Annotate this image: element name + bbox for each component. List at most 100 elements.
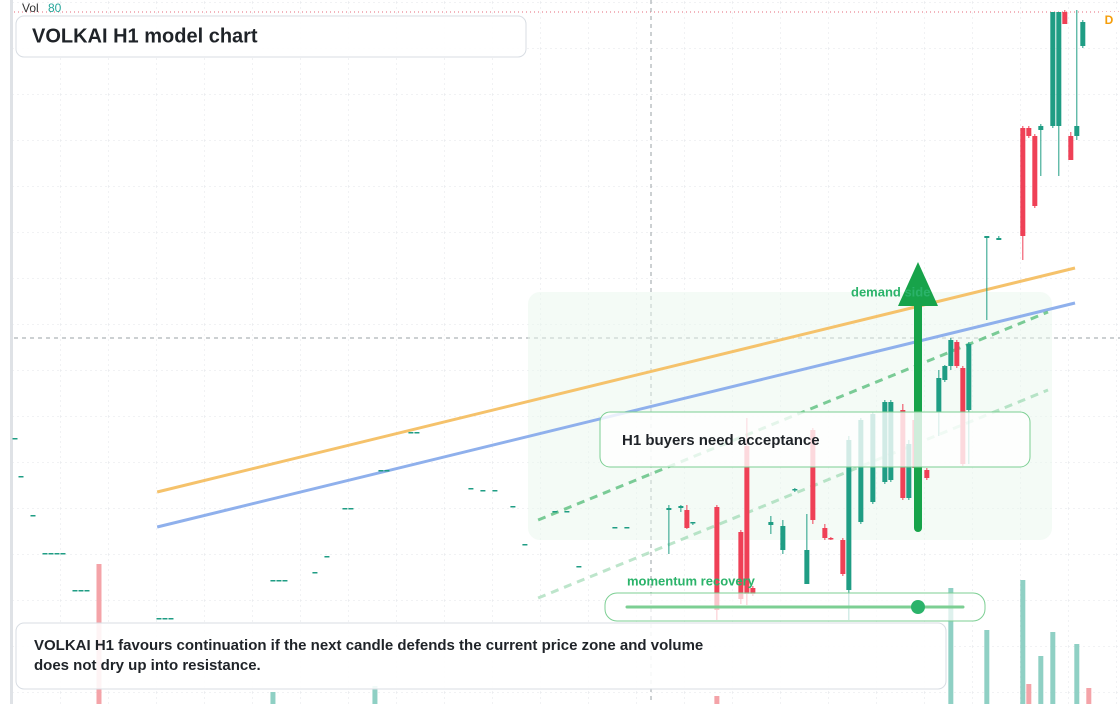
candle-body bbox=[552, 511, 558, 513]
candle-body bbox=[72, 590, 78, 592]
candle-body bbox=[510, 506, 516, 508]
candle-body bbox=[744, 446, 750, 594]
candle-body bbox=[1050, 12, 1056, 126]
volume-value: 80 bbox=[48, 1, 62, 15]
candle-body bbox=[378, 470, 384, 472]
candle-body bbox=[492, 490, 498, 492]
candle-body bbox=[162, 618, 168, 620]
volume-bar bbox=[1026, 684, 1032, 704]
callout-box bbox=[599, 411, 1031, 468]
volume-bar bbox=[1020, 580, 1026, 704]
candle-body bbox=[624, 527, 630, 529]
candle-body bbox=[684, 510, 690, 528]
candle-body bbox=[840, 540, 846, 574]
volume-label: Vol bbox=[22, 1, 39, 15]
candle-body bbox=[42, 553, 48, 555]
volume-bar bbox=[1050, 632, 1056, 704]
candle-body bbox=[276, 580, 282, 582]
candle-body bbox=[54, 553, 60, 555]
note-box bbox=[15, 622, 947, 690]
candle-body bbox=[468, 488, 474, 490]
candle-body bbox=[858, 420, 864, 522]
candle-body bbox=[954, 342, 960, 366]
candle-body bbox=[780, 526, 786, 550]
zone-label: demand side bbox=[851, 284, 930, 299]
candle-body bbox=[1026, 128, 1032, 136]
candle-body bbox=[690, 522, 696, 524]
candle-body bbox=[1062, 12, 1068, 24]
candle-body bbox=[768, 522, 774, 525]
candle-body bbox=[828, 538, 834, 540]
slider-label: momentum recovery bbox=[627, 573, 756, 588]
candle-body bbox=[822, 528, 828, 538]
candle-body bbox=[408, 432, 414, 434]
candle-body bbox=[810, 430, 816, 520]
candle-body bbox=[714, 507, 720, 610]
candle-body bbox=[1020, 128, 1026, 236]
title-box bbox=[15, 15, 527, 58]
candle-body bbox=[414, 432, 420, 434]
candle-body bbox=[384, 470, 390, 472]
candle-body bbox=[1032, 136, 1038, 206]
candle-body bbox=[792, 489, 798, 491]
candle-body bbox=[906, 444, 912, 498]
note-wrap: VOLKAI H1 favours continuation if the ne… bbox=[34, 637, 704, 674]
candle-body bbox=[324, 556, 330, 558]
candle-body bbox=[948, 340, 954, 366]
candle-body bbox=[342, 508, 348, 510]
candle-body bbox=[1080, 22, 1086, 46]
trend-line bbox=[537, 310, 1049, 522]
volume-bar bbox=[948, 588, 954, 704]
candle-body bbox=[678, 506, 684, 508]
candle-body bbox=[60, 553, 66, 555]
candle-body bbox=[984, 236, 990, 238]
volume-bar bbox=[984, 630, 990, 704]
candle-body bbox=[1074, 126, 1080, 136]
badge[interactable]: D bbox=[1105, 13, 1114, 27]
candle-body bbox=[936, 378, 942, 412]
candle-body bbox=[846, 440, 852, 590]
volume-bar bbox=[1038, 656, 1044, 704]
candle-body bbox=[270, 580, 276, 582]
volume-bar bbox=[270, 692, 276, 704]
candle-body bbox=[84, 590, 90, 592]
candle-body bbox=[30, 515, 36, 517]
candle-body bbox=[666, 508, 672, 510]
candle-body bbox=[48, 553, 54, 555]
candle-body bbox=[750, 588, 756, 594]
candle-body bbox=[804, 550, 810, 584]
slider-knob[interactable] bbox=[911, 600, 925, 614]
volume-bar bbox=[1074, 644, 1080, 704]
candle-body bbox=[576, 566, 582, 568]
candle-body bbox=[738, 532, 744, 599]
left-edge bbox=[10, 0, 13, 704]
volume-bar bbox=[1086, 688, 1092, 704]
trend-line bbox=[537, 388, 1049, 600]
callout-text: H1 buyers need acceptance bbox=[622, 432, 820, 449]
candle-body bbox=[168, 618, 174, 620]
candle-body bbox=[348, 508, 354, 510]
candle-body bbox=[18, 476, 24, 478]
candle-body bbox=[156, 618, 162, 620]
volume-bar bbox=[372, 686, 378, 704]
candle-body bbox=[12, 438, 18, 440]
candle-body bbox=[966, 344, 972, 410]
chart-title: VOLKAI H1 model chart bbox=[32, 25, 258, 47]
candle-body bbox=[282, 580, 288, 582]
volume-bar bbox=[714, 696, 720, 704]
candle-body bbox=[312, 572, 318, 574]
candle-body bbox=[480, 490, 486, 492]
candle-body bbox=[1056, 12, 1062, 126]
candle-body bbox=[522, 544, 528, 546]
candle-body bbox=[1068, 136, 1074, 160]
candle-body bbox=[942, 366, 948, 380]
candle-body bbox=[78, 590, 84, 592]
candle-body bbox=[996, 238, 1002, 240]
candle-body bbox=[1038, 126, 1044, 130]
note-text: VOLKAI H1 favours continuation if the ne… bbox=[34, 637, 704, 674]
candle-body bbox=[612, 527, 618, 529]
candle-body bbox=[924, 470, 930, 478]
badge-bg bbox=[1101, 12, 1119, 29]
